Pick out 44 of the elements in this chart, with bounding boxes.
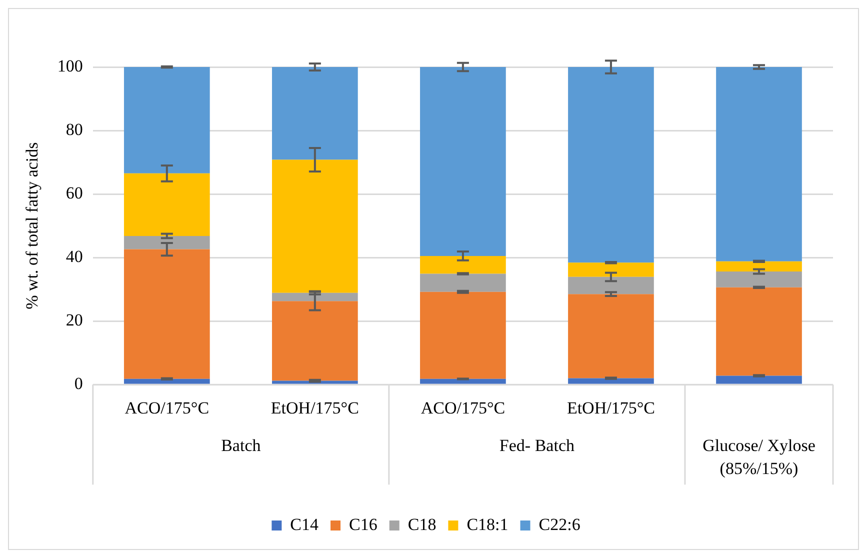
legend-label: C18:1 (466, 514, 508, 534)
x-tick-label: EtOH/175°C (566, 398, 655, 418)
bar (124, 378, 210, 384)
bar (272, 292, 358, 302)
legend-label: C16 (349, 514, 378, 534)
bar (124, 249, 210, 379)
legend-label: C18 (408, 514, 436, 534)
bar (124, 67, 210, 174)
y-tick-label: 100 (57, 56, 83, 76)
bar (420, 67, 506, 256)
bar (124, 173, 210, 236)
bar (420, 256, 506, 274)
bar (420, 292, 506, 379)
bar (716, 376, 802, 384)
bar (272, 160, 358, 293)
bar (568, 276, 654, 294)
bar (568, 67, 654, 263)
bar (420, 378, 506, 384)
x-tick-label: ACO/175°C (420, 398, 506, 418)
text: Fed- Batch (499, 436, 575, 456)
bar (420, 274, 506, 292)
bar (124, 236, 210, 250)
x-tick-label: ACO/175°C (124, 398, 210, 418)
bar (716, 287, 802, 376)
legend-label: C14 (290, 514, 320, 534)
y-tick-label: 20 (66, 310, 83, 330)
bar (716, 67, 802, 262)
y-tick-label: 40 (66, 247, 83, 266)
bar (716, 272, 802, 288)
bar (568, 378, 654, 384)
bar (272, 380, 358, 384)
y-axis-title: % wt. of total fatty acids (22, 142, 42, 310)
bar (716, 261, 802, 272)
text: Glucose/ Xylose (85%/15%) (702, 436, 816, 478)
bar (272, 67, 358, 160)
y-tick-label: 0 (74, 374, 83, 394)
x-tick-label: EtOH/175°C (270, 398, 359, 418)
text: Batch (221, 436, 262, 456)
legend-label: C22:6 (538, 514, 580, 534)
bar (272, 301, 358, 381)
bar (568, 262, 654, 277)
y-tick-label: 80 (66, 120, 83, 139)
y-tick-label: 60 (66, 184, 83, 203)
bar (568, 294, 654, 378)
